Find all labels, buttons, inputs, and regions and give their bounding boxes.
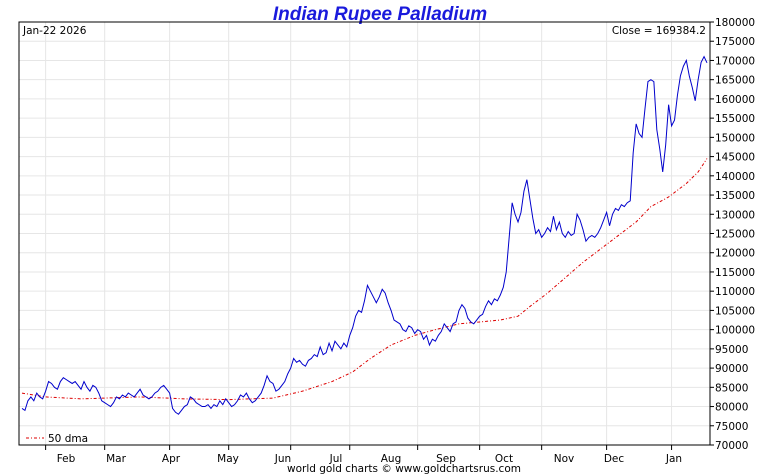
y-tick-label: 90000 [715,363,748,375]
y-tick-label: 155000 [715,113,755,125]
y-tick-label: 70000 [715,440,748,452]
x-tick-label: Jan [665,453,682,465]
y-tick-label: 160000 [715,94,755,106]
x-tick-label: Aug [381,453,402,465]
footer-credit: world gold charts © www.goldchartsrus.co… [287,463,521,475]
y-tick-label: 110000 [715,286,755,298]
y-tick-label: 145000 [715,152,755,164]
dma-series-line [21,158,708,401]
x-tick-label: Jun [274,453,291,465]
y-tick-label: 165000 [715,75,755,87]
chart-title: Indian Rupee Palladium [273,4,487,25]
y-tick-label: 105000 [715,305,755,317]
y-tick-label: 120000 [715,248,755,260]
x-tick-label: Sep [436,453,456,465]
price-series-line [21,55,708,415]
x-tick-label: Jul [329,453,343,465]
x-tick-label: Dec [604,453,625,465]
y-tick-label: 100000 [715,325,755,337]
y-tick-label: 95000 [715,344,748,356]
y-tick-label: 130000 [715,209,755,221]
legend: 50 dma [26,433,88,445]
legend-dma-label: 50 dma [48,433,88,445]
y-tick-label: 150000 [715,132,755,144]
date-label: Jan-22 2026 [22,25,87,37]
y-tick-label: 175000 [715,36,755,48]
y-tick-label: 140000 [715,171,755,183]
x-tick-label: Nov [554,453,575,465]
y-tick-label: 80000 [715,402,748,414]
close-value-label: Close = 169384.2 [612,25,706,37]
chart-grid [19,22,710,445]
y-tick-label: 115000 [715,267,755,279]
x-tick-label: Mar [106,453,126,465]
y-axis: 70000 75000 80000 85000 90000 95000 100000 1050… [710,17,755,452]
series-layer [21,55,708,415]
x-axis: Feb Mar Apr May Jun Jul Aug Sep Oct Nov Dec Jan [45,445,682,465]
y-tick-label: 125000 [715,229,755,241]
y-tick-label: 75000 [715,421,748,433]
y-tick-label: 180000 [715,17,755,29]
x-tick-label: Oct [495,453,513,465]
x-tick-label: May [217,453,239,465]
y-tick-label: 135000 [715,190,755,202]
x-tick-label: Apr [162,453,181,465]
x-tick-label: Feb [57,453,76,465]
y-tick-label: 85000 [715,382,748,394]
y-tick-label: 170000 [715,55,755,67]
